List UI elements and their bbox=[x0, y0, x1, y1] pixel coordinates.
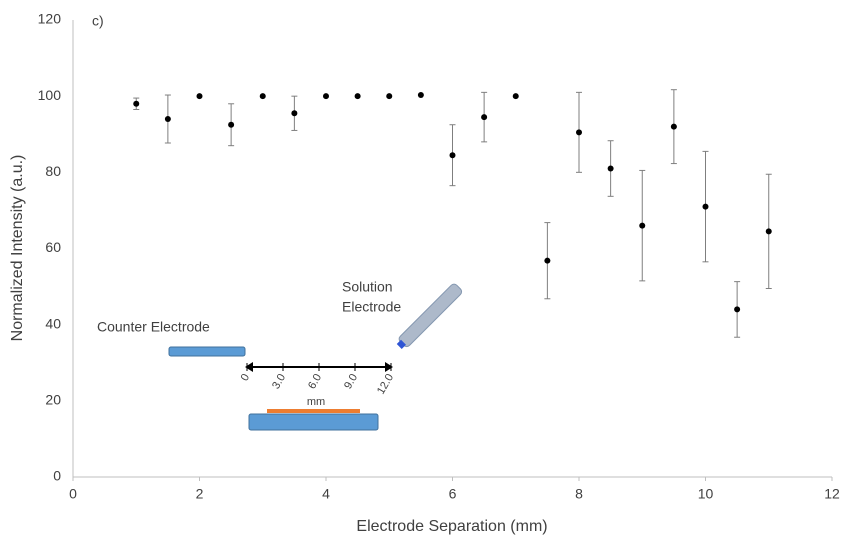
data-point bbox=[576, 129, 582, 136]
data-point bbox=[323, 93, 329, 100]
solution-label: Solution bbox=[342, 279, 393, 295]
x-tick-label: 8 bbox=[575, 486, 583, 502]
arrow-head bbox=[245, 362, 253, 372]
data-point bbox=[196, 93, 203, 100]
data-point bbox=[259, 93, 266, 100]
data-point bbox=[734, 306, 741, 313]
y-tick-label: 0 bbox=[53, 468, 61, 484]
data-point bbox=[164, 116, 171, 123]
scale-unit: mm bbox=[307, 396, 325, 408]
x-tick-label: 10 bbox=[698, 486, 714, 502]
data-point bbox=[449, 152, 456, 159]
data-point bbox=[765, 228, 772, 235]
electrode-tip bbox=[396, 339, 406, 349]
arrow-head bbox=[385, 362, 393, 372]
data-point bbox=[228, 121, 235, 128]
y-tick-label: 100 bbox=[38, 87, 62, 103]
x-tick-label: 2 bbox=[196, 486, 204, 502]
data-point bbox=[417, 92, 424, 99]
data-point bbox=[481, 114, 488, 121]
data-point bbox=[354, 93, 361, 100]
data-point bbox=[544, 257, 551, 264]
data-point bbox=[607, 165, 614, 172]
working-electrode bbox=[248, 413, 379, 431]
solution-electrode bbox=[396, 283, 463, 349]
x-tick-label: 6 bbox=[449, 486, 457, 502]
counter-electrode bbox=[168, 346, 246, 357]
x-tick-label: 0 bbox=[69, 486, 77, 502]
data-point bbox=[639, 222, 646, 229]
data-point bbox=[670, 123, 677, 130]
scale-label: 0 bbox=[239, 372, 252, 383]
data-point bbox=[133, 100, 140, 107]
x-tick-label: 4 bbox=[322, 486, 330, 502]
x-axis-title: Electrode Separation (mm) bbox=[356, 518, 547, 535]
solution-label: Electrode bbox=[342, 299, 401, 315]
y-tick-label: 20 bbox=[45, 392, 61, 408]
sample-strip bbox=[267, 409, 360, 413]
y-axis-title: Normalized Intensity (a.u.) bbox=[9, 155, 26, 342]
y-tick-label: 80 bbox=[45, 163, 61, 179]
y-tick-label: 60 bbox=[45, 239, 61, 255]
panel-label: c) bbox=[92, 13, 104, 29]
y-tick-label: 120 bbox=[38, 11, 62, 27]
data-point bbox=[386, 93, 393, 100]
y-tick-label: 40 bbox=[45, 315, 61, 331]
counter-label: Counter Electrode bbox=[97, 319, 210, 335]
data-point bbox=[291, 110, 298, 117]
data-point bbox=[512, 93, 519, 100]
x-tick-label: 12 bbox=[824, 486, 840, 502]
data-point bbox=[702, 203, 709, 210]
